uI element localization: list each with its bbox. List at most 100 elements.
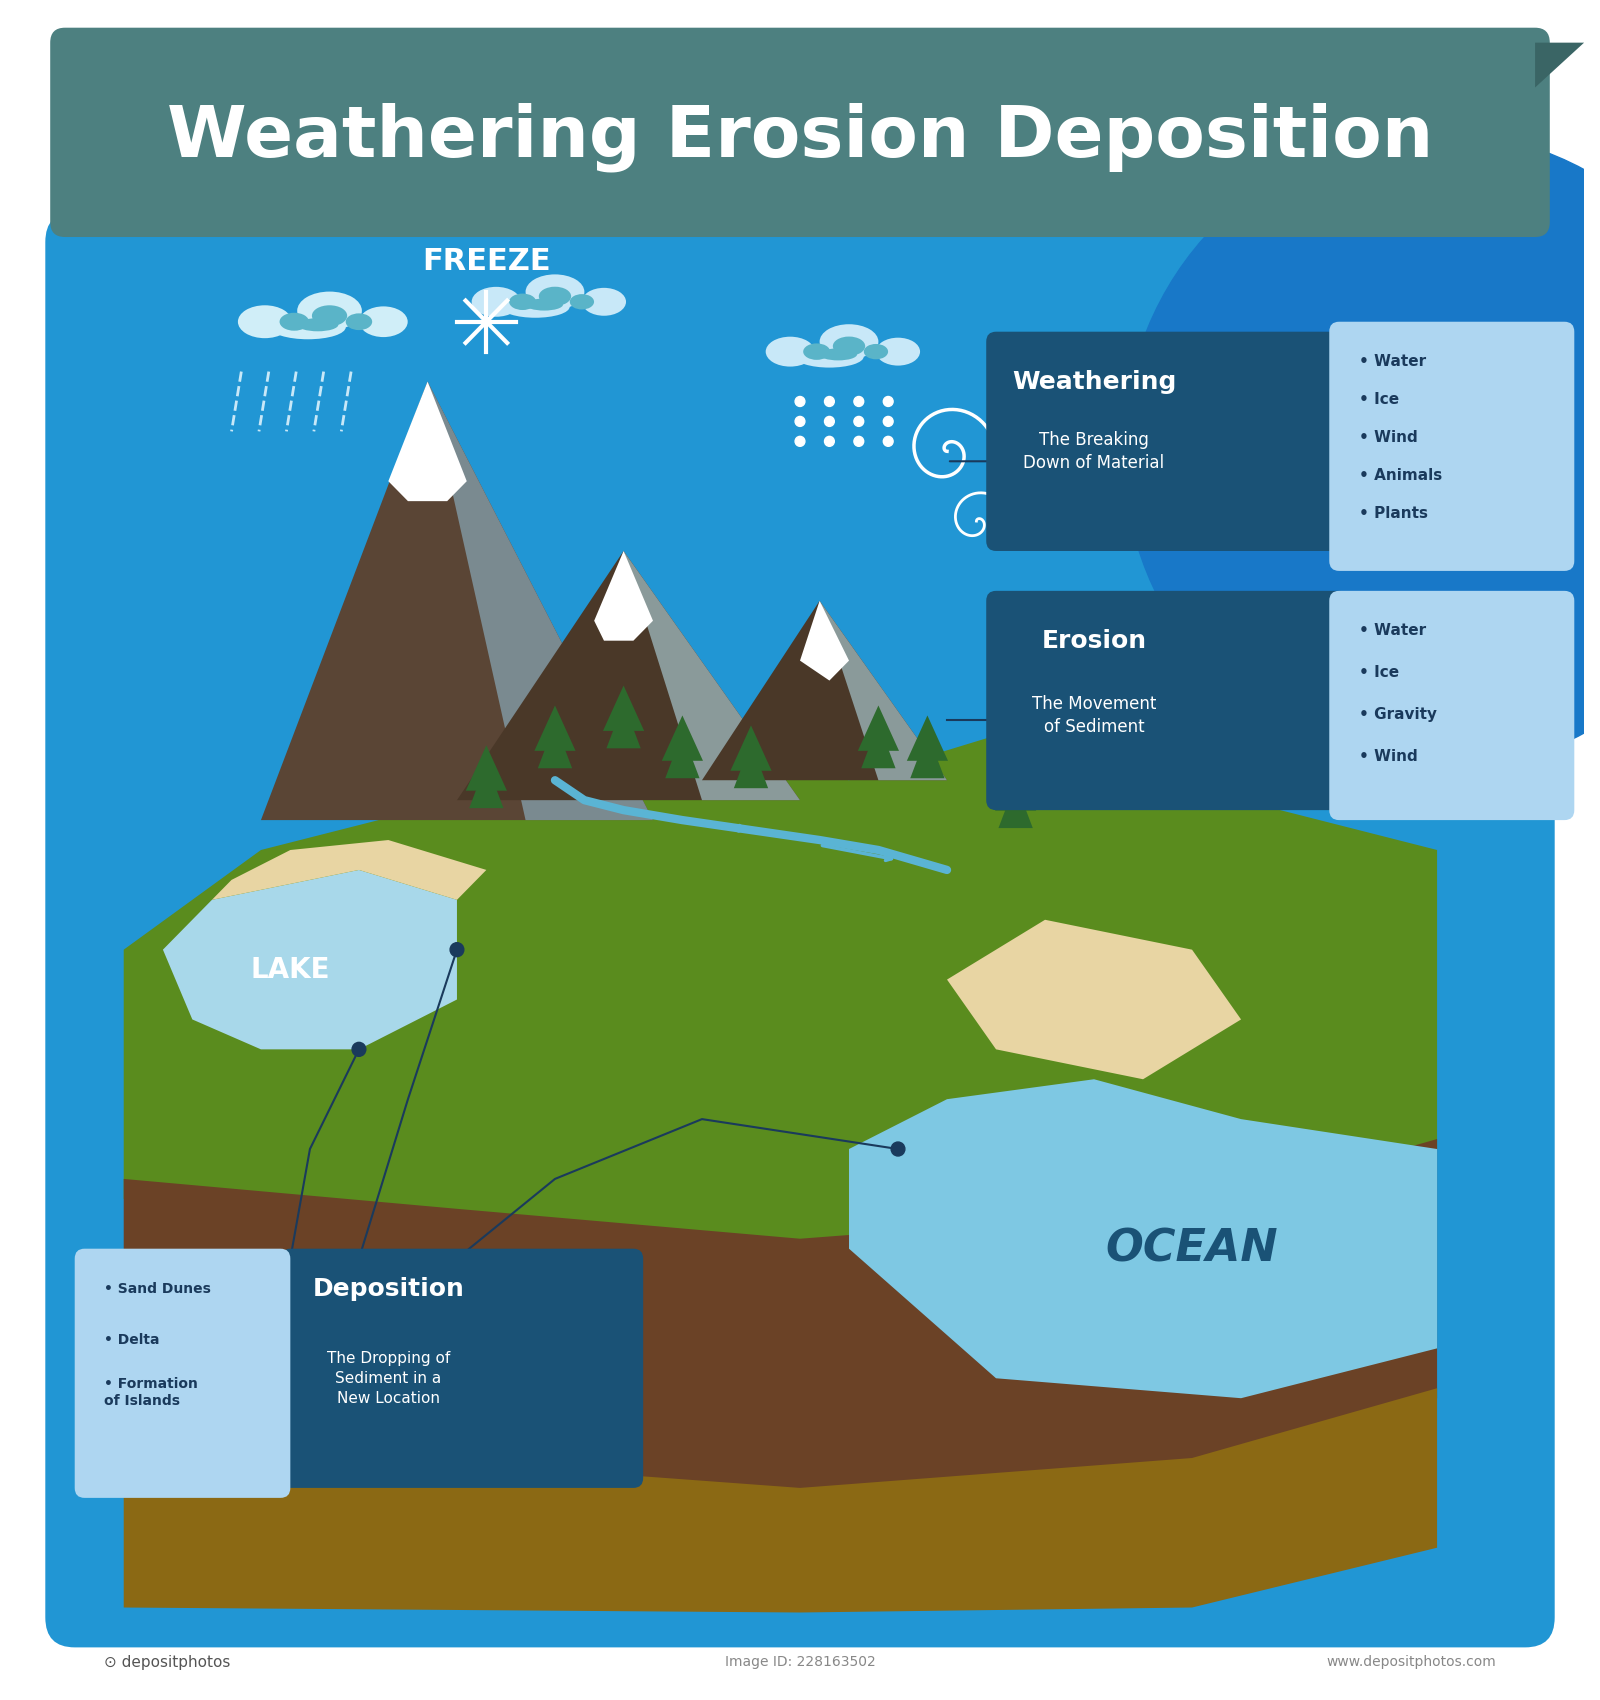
FancyBboxPatch shape bbox=[280, 1250, 643, 1488]
Polygon shape bbox=[907, 716, 947, 762]
Polygon shape bbox=[163, 870, 458, 1049]
Polygon shape bbox=[734, 743, 768, 789]
Polygon shape bbox=[858, 706, 899, 751]
Circle shape bbox=[891, 1142, 906, 1156]
Polygon shape bbox=[731, 726, 771, 770]
FancyBboxPatch shape bbox=[75, 1250, 290, 1498]
Circle shape bbox=[824, 396, 834, 406]
Ellipse shape bbox=[270, 314, 346, 340]
Polygon shape bbox=[466, 745, 507, 791]
Polygon shape bbox=[702, 600, 947, 780]
Text: • Water: • Water bbox=[1358, 354, 1426, 369]
Ellipse shape bbox=[864, 343, 888, 359]
Text: The Movement
of Sediment: The Movement of Sediment bbox=[1032, 695, 1157, 736]
Ellipse shape bbox=[582, 287, 626, 316]
Text: OCEAN: OCEAN bbox=[1106, 1227, 1278, 1270]
Circle shape bbox=[795, 396, 805, 406]
Circle shape bbox=[1123, 133, 1600, 770]
Ellipse shape bbox=[525, 299, 563, 311]
Ellipse shape bbox=[819, 348, 858, 360]
Ellipse shape bbox=[298, 318, 338, 332]
Circle shape bbox=[883, 416, 893, 427]
FancyBboxPatch shape bbox=[45, 212, 1555, 1647]
Text: • Ice: • Ice bbox=[1358, 665, 1398, 680]
Ellipse shape bbox=[875, 338, 920, 366]
Polygon shape bbox=[666, 733, 699, 779]
Text: • Animals: • Animals bbox=[1358, 468, 1442, 483]
Circle shape bbox=[450, 944, 464, 957]
Polygon shape bbox=[603, 685, 645, 731]
Ellipse shape bbox=[346, 313, 373, 330]
Circle shape bbox=[824, 437, 834, 447]
Text: Erosion: Erosion bbox=[1042, 629, 1147, 653]
Ellipse shape bbox=[803, 343, 830, 360]
Text: • Formation
of Islands: • Formation of Islands bbox=[104, 1377, 198, 1408]
Polygon shape bbox=[800, 600, 850, 680]
Text: • Wind: • Wind bbox=[1358, 430, 1418, 445]
Text: LAKE: LAKE bbox=[251, 955, 330, 984]
Polygon shape bbox=[995, 765, 1037, 811]
Circle shape bbox=[824, 416, 834, 427]
Text: ⊙ depositphotos: ⊙ depositphotos bbox=[104, 1654, 230, 1669]
Text: The Breaking
Down of Material: The Breaking Down of Material bbox=[1024, 430, 1165, 473]
Circle shape bbox=[883, 396, 893, 406]
Ellipse shape bbox=[298, 292, 362, 330]
Text: Weathering: Weathering bbox=[1011, 369, 1176, 393]
Ellipse shape bbox=[312, 306, 347, 326]
Ellipse shape bbox=[280, 313, 309, 332]
Polygon shape bbox=[261, 381, 653, 819]
Circle shape bbox=[883, 437, 893, 447]
Polygon shape bbox=[662, 716, 702, 762]
Text: • Wind: • Wind bbox=[1358, 748, 1418, 763]
Ellipse shape bbox=[539, 287, 571, 306]
Ellipse shape bbox=[472, 287, 520, 316]
Text: Image ID: 228163502: Image ID: 228163502 bbox=[725, 1656, 875, 1669]
Circle shape bbox=[795, 437, 805, 447]
Polygon shape bbox=[910, 733, 944, 779]
Text: • Delta: • Delta bbox=[104, 1333, 160, 1348]
Polygon shape bbox=[850, 1080, 1437, 1397]
Ellipse shape bbox=[834, 337, 866, 355]
Polygon shape bbox=[1534, 42, 1584, 87]
Polygon shape bbox=[211, 840, 486, 899]
Polygon shape bbox=[469, 763, 504, 808]
Text: The Dropping of
Sediment in a
New Location: The Dropping of Sediment in a New Locati… bbox=[326, 1352, 450, 1406]
Polygon shape bbox=[624, 551, 800, 801]
Circle shape bbox=[854, 416, 864, 427]
Polygon shape bbox=[534, 706, 576, 751]
FancyBboxPatch shape bbox=[986, 332, 1349, 551]
Text: Deposition: Deposition bbox=[312, 1277, 464, 1300]
Text: • Water: • Water bbox=[1358, 624, 1426, 638]
Circle shape bbox=[854, 437, 864, 447]
Ellipse shape bbox=[795, 345, 864, 367]
Polygon shape bbox=[123, 1389, 1437, 1613]
Ellipse shape bbox=[525, 274, 584, 309]
Text: • Ice: • Ice bbox=[1358, 393, 1398, 406]
Ellipse shape bbox=[238, 306, 291, 338]
FancyBboxPatch shape bbox=[50, 27, 1550, 236]
Polygon shape bbox=[606, 704, 640, 748]
Polygon shape bbox=[458, 551, 800, 801]
FancyBboxPatch shape bbox=[1330, 321, 1574, 571]
Polygon shape bbox=[538, 722, 573, 768]
Ellipse shape bbox=[819, 325, 878, 359]
Circle shape bbox=[795, 416, 805, 427]
Circle shape bbox=[352, 1042, 366, 1056]
Text: FREEZE: FREEZE bbox=[422, 248, 550, 277]
Ellipse shape bbox=[509, 294, 536, 309]
Text: • Sand Dunes: • Sand Dunes bbox=[104, 1282, 211, 1295]
FancyBboxPatch shape bbox=[1330, 592, 1574, 819]
FancyBboxPatch shape bbox=[986, 592, 1349, 811]
Polygon shape bbox=[427, 381, 653, 819]
Text: • Gravity: • Gravity bbox=[1358, 707, 1437, 722]
Polygon shape bbox=[123, 1139, 1437, 1498]
Polygon shape bbox=[998, 782, 1032, 828]
Polygon shape bbox=[594, 551, 653, 641]
Polygon shape bbox=[819, 600, 947, 780]
Text: Weathering Erosion Deposition: Weathering Erosion Deposition bbox=[166, 102, 1434, 172]
Polygon shape bbox=[389, 381, 467, 502]
Ellipse shape bbox=[766, 337, 814, 367]
Circle shape bbox=[854, 396, 864, 406]
Ellipse shape bbox=[570, 294, 594, 309]
Text: • Plants: • Plants bbox=[1358, 505, 1427, 520]
